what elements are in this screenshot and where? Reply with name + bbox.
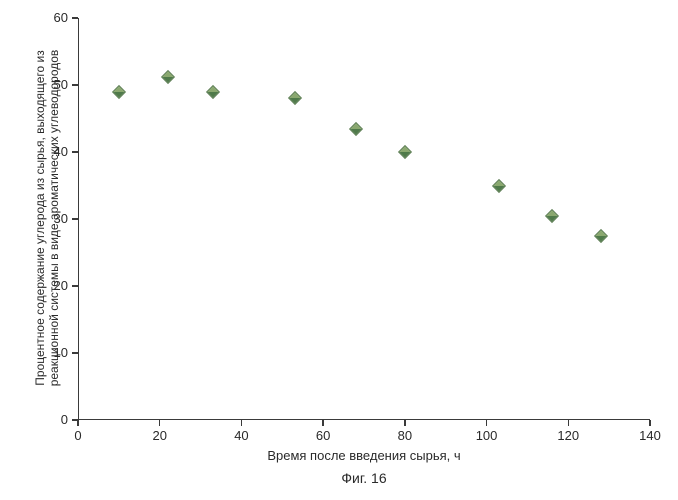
y-tick xyxy=(72,285,78,287)
y-tick-label: 30 xyxy=(40,211,68,226)
figure-caption: Фиг. 16 xyxy=(314,470,414,486)
chart-container: Процентное содержание углерода из сырья,… xyxy=(0,0,678,500)
x-tick-label: 0 xyxy=(60,428,96,443)
x-tick xyxy=(241,420,243,426)
y-tick-label: 50 xyxy=(40,77,68,92)
y-tick-label: 10 xyxy=(40,345,68,360)
x-tick xyxy=(77,420,79,426)
y-tick xyxy=(72,151,78,153)
x-tick xyxy=(322,420,324,426)
x-tick xyxy=(159,420,161,426)
x-tick-label: 20 xyxy=(142,428,178,443)
x-tick-label: 60 xyxy=(305,428,341,443)
y-tick-label: 40 xyxy=(40,144,68,159)
y-tick-label: 20 xyxy=(40,278,68,293)
y-tick xyxy=(72,17,78,19)
x-tick xyxy=(649,420,651,426)
x-tick-label: 120 xyxy=(550,428,586,443)
x-tick xyxy=(568,420,570,426)
x-tick-label: 80 xyxy=(387,428,423,443)
x-axis-label: Время после введения сырья, ч xyxy=(234,448,494,463)
y-tick-label: 60 xyxy=(40,10,68,25)
y-tick xyxy=(72,218,78,220)
y-tick xyxy=(72,352,78,354)
x-tick-label: 140 xyxy=(632,428,668,443)
y-tick-label: 0 xyxy=(40,412,68,427)
y-tick xyxy=(72,84,78,86)
x-tick-label: 40 xyxy=(223,428,259,443)
x-tick xyxy=(486,420,488,426)
x-tick xyxy=(404,420,406,426)
x-tick-label: 100 xyxy=(469,428,505,443)
